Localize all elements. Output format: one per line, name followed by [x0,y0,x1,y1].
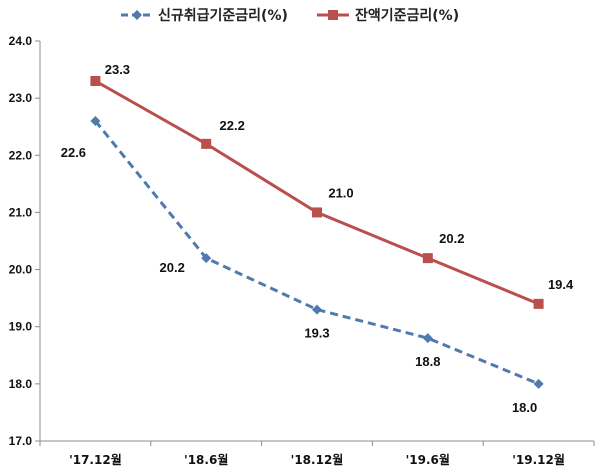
data-label-balance-rate: 20.2 [439,231,464,246]
y-tick-label: 18.0 [9,377,33,391]
data-label-balance-rate: 19.4 [548,277,574,292]
y-tick-label: 24.0 [9,34,33,48]
legend-item-new-loan-rate: 신규취급기준금리(%) [121,8,288,24]
data-point-balance-rate [201,138,212,149]
chart-axes: 17.0 18.0 19.0 20.0 21.0 22.0 23.0 24.0 '17.12월 '… [9,34,595,467]
y-tick-label: 22.0 [9,148,33,162]
data-label-new-loan-rate: 18.0 [512,400,537,415]
chart-data-labels: 22.6 20.2 19.3 18.8 18.0 23.3 22.2 21.0 20.2 19.4 [61,62,574,415]
data-point-new-loan-rate [533,378,544,389]
x-tick-label: '18.6월 [184,452,228,467]
data-point-balance-rate [90,76,101,86]
legend-label-new-loan-rate: 신규취급기준금리(%) [158,8,288,24]
x-tick-label: '19.12월 [512,452,565,467]
data-point-balance-rate [422,253,433,264]
legend-label-balance-rate: 잔액기준금리(%) [355,7,459,24]
data-label-new-loan-rate: 20.2 [160,260,185,275]
y-tick-label: 20.0 [9,263,33,277]
data-point-balance-rate [312,207,322,218]
data-label-new-loan-rate: 19.3 [304,326,329,341]
chart-series [90,76,544,389]
data-point-balance-rate [533,298,544,309]
y-tick-label: 17.0 [9,434,33,448]
y-tick-label: 19.0 [9,320,33,334]
x-tick-label: '19.6월 [406,452,450,467]
y-tick-label: 21.0 [9,205,33,219]
y-tick-label: 23.0 [9,91,33,105]
data-point-new-loan-rate [201,253,212,264]
series-line-new-loan-rate [94,120,540,386]
data-label-balance-rate: 21.0 [328,185,353,200]
data-point-new-loan-rate [90,116,101,126]
data-point-new-loan-rate [422,333,433,344]
data-label-new-loan-rate: 18.8 [415,354,440,369]
data-label-balance-rate: 22.2 [220,118,245,133]
chart-legend: 신규취급기준금리(%) 잔액기준금리(%) [121,7,459,24]
x-tick-label: '18.12월 [291,452,344,467]
legend-marker-new-loan-rate [132,10,142,20]
data-point-new-loan-rate [312,304,322,315]
x-tick-label: '17.12월 [69,452,122,467]
legend-marker-balance-rate [328,10,338,20]
data-label-balance-rate: 23.3 [105,62,130,77]
data-label-new-loan-rate: 22.6 [61,145,86,160]
legend-item-balance-rate: 잔액기준금리(%) [317,7,459,24]
